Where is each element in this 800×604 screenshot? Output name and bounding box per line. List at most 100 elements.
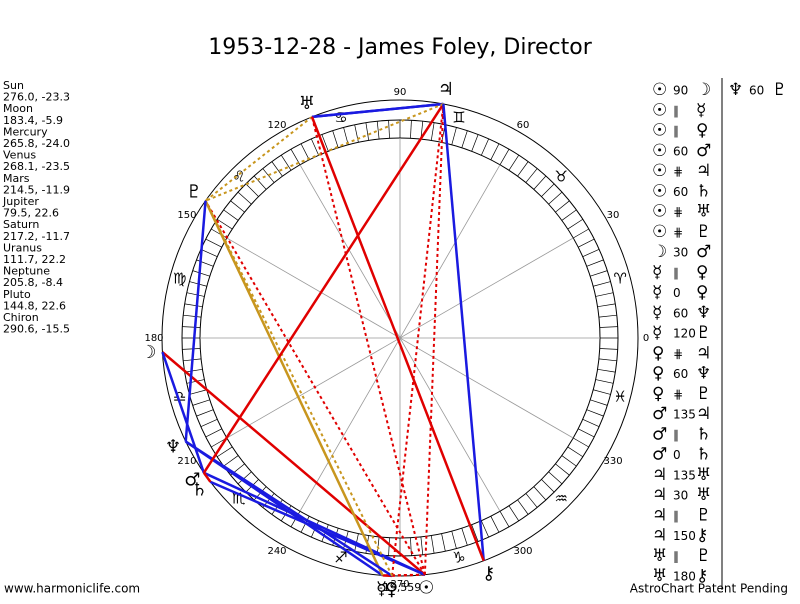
ring-tick — [441, 533, 446, 552]
ring-tick — [245, 183, 259, 197]
aspect-type: 0 — [673, 448, 681, 462]
aspect-type: 60 — [673, 367, 688, 381]
aspect-planet: ☿ — [652, 323, 662, 343]
ring-tick — [223, 209, 239, 221]
planet-coords: 217.2, -11.7 — [3, 230, 70, 243]
aspect-planet: ♃ — [696, 404, 711, 424]
planet-glyph: ♅ — [299, 93, 315, 114]
aspect-planet: ♀ — [696, 262, 708, 282]
aspect-line — [204, 116, 313, 202]
aspect-planet: ♀ — [652, 364, 664, 384]
aspect-planet: ♀ — [652, 384, 664, 404]
aspect-planet: ☉ — [652, 222, 667, 242]
ring-tick — [567, 446, 584, 458]
ring-tick — [321, 134, 329, 152]
ring-tick — [533, 175, 547, 190]
ring-tick — [271, 161, 283, 177]
aspect-planet: ☉ — [652, 161, 667, 181]
aspect-type: 135 — [673, 408, 696, 422]
aspect-planet: ☉ — [652, 141, 667, 161]
ring-tick — [182, 326, 201, 328]
aspect-line — [161, 351, 206, 474]
degree-label: 30 — [607, 210, 620, 221]
ring-tick — [599, 326, 618, 328]
planet-glyph: ♇ — [186, 182, 202, 203]
zodiac-sign: ♐ — [334, 549, 347, 567]
ring-tick — [533, 486, 547, 501]
planet-glyph: ♀ — [385, 579, 398, 600]
ring-tick — [200, 249, 218, 257]
aspect-type: 120 — [673, 327, 696, 341]
planet-name: Saturn — [3, 218, 39, 231]
aspect-line — [204, 200, 384, 576]
aspect-planet: ♃ — [652, 465, 667, 485]
ring-tick — [525, 168, 538, 183]
zodiac-sign: ♑ — [452, 549, 465, 567]
aspect-planet: ☽ — [696, 80, 711, 100]
aspect-planet: ♃ — [696, 161, 711, 181]
aspect-planet: ☿ — [652, 303, 662, 323]
aspect-planet: ⚷ — [696, 566, 708, 586]
zodiac-sign: ♈ — [614, 269, 627, 287]
planet-coords: 205.8, -8.4 — [3, 276, 63, 289]
ring-tick — [590, 399, 608, 406]
ring-tick — [461, 528, 468, 546]
aspect-line — [204, 200, 426, 576]
ring-tick — [192, 399, 210, 406]
ring-tick — [192, 270, 210, 277]
degree-label: 90 — [394, 87, 407, 98]
ring-tick — [597, 303, 616, 308]
ring-tick — [430, 535, 435, 554]
planet-coords: 111.7, 22.2 — [3, 253, 66, 266]
ring-tick — [555, 463, 570, 476]
planet-coords: 268.1, -23.5 — [3, 160, 70, 173]
ring-tick — [184, 368, 203, 373]
aspect-planet: ♆ — [728, 80, 743, 100]
ring-tick — [586, 409, 604, 417]
ring-tick — [490, 516, 500, 533]
aspect-planet: ♃ — [696, 343, 711, 363]
ring-tick — [508, 505, 520, 522]
aspect-planet: ☉ — [652, 181, 667, 201]
aspect-planet: ♆ — [696, 303, 711, 323]
aspect-planet: ♄ — [696, 424, 711, 444]
ring-tick — [430, 122, 435, 141]
ring-tick — [189, 389, 207, 395]
aspect-planet: ♇ — [696, 546, 711, 566]
ring-tick — [541, 479, 555, 493]
planet-glyph: ☿ — [376, 578, 387, 599]
aspect-type: ∥ — [673, 549, 679, 563]
aspect-planet: ♇ — [696, 505, 711, 525]
aspect-planet: ⚷ — [696, 526, 708, 546]
degree-label: 300 — [513, 546, 532, 557]
aspect-line — [442, 103, 485, 561]
aspect-planet: ☉ — [652, 80, 667, 100]
ring-tick — [598, 314, 617, 318]
ring-tick — [490, 143, 500, 160]
ring-tick — [508, 154, 520, 171]
aspect-planet: ♇ — [696, 323, 711, 343]
ring-tick — [237, 471, 252, 485]
spoke — [226, 237, 574, 439]
zodiac-sign: ♏ — [232, 490, 246, 508]
ring-tick — [311, 138, 319, 156]
degree-label: 210 — [177, 456, 196, 467]
zodiac-sign: ♌ — [232, 167, 245, 185]
ring-tick — [237, 191, 252, 205]
degree-label: 120 — [267, 120, 286, 131]
ring-tick — [230, 200, 245, 213]
zodiac-sign: ♒ — [554, 490, 567, 508]
ring-tick — [525, 493, 538, 508]
ring-tick — [183, 314, 202, 318]
aspect-type: 60 — [673, 144, 688, 158]
degree-label: 0 — [643, 333, 649, 344]
aspect-type: 60 — [749, 84, 764, 98]
aspect-planet: ♅ — [652, 546, 667, 566]
ring-tick — [253, 175, 267, 190]
planet-glyph: ♂ — [184, 470, 200, 491]
ring-tick — [223, 455, 239, 467]
aspect-planet: ♂ — [696, 242, 711, 262]
planet-coords: 276.0, -23.3 — [3, 91, 70, 104]
degree-label: 150 — [177, 210, 196, 221]
zodiac-sign: ♓ — [614, 388, 627, 406]
